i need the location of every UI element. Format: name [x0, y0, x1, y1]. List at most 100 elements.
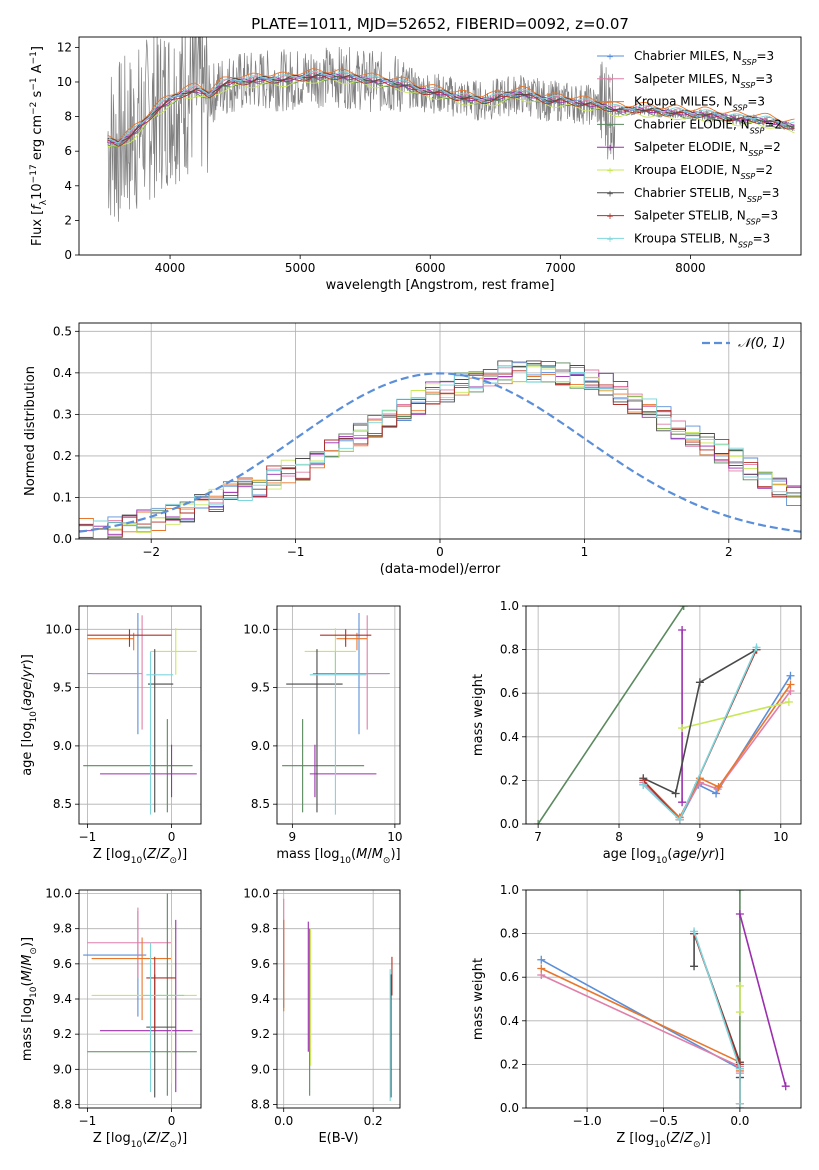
label-part: /: [20, 965, 35, 970]
mass-weight-point: [735, 1064, 744, 1073]
label-part: −1: [29, 77, 39, 90]
y-tick-label: 9.0: [251, 1062, 270, 1076]
y-tick-label: 9.4: [53, 992, 72, 1006]
label-part: age: [20, 682, 35, 706]
panels: 4000 5000 6000 7000 8000024681012wavelength …: [20, 36, 802, 1150]
legend-label: Kroupa MILES, NSSP=3: [634, 95, 765, 113]
legend-label-sub: SSP: [742, 58, 757, 67]
mass-weight-point: [752, 643, 761, 652]
label-part: wavelength [Angstrom, rest frame]: [326, 278, 555, 293]
axes-frame: [525, 889, 802, 1109]
x-tick-label: 0: [168, 830, 176, 844]
y-tick-label: 12: [57, 40, 72, 54]
label-part: /: [680, 1131, 685, 1146]
mass-weight-point: [735, 1008, 744, 1017]
label-part: ⊙: [29, 947, 39, 955]
y-tick-label: 8.5: [53, 797, 72, 811]
x-tick-label: 4000: [155, 261, 186, 275]
label-part: s: [30, 90, 45, 101]
label-part: (: [351, 847, 356, 862]
label-part: /: [156, 1131, 161, 1146]
plot-area: [79, 323, 801, 539]
legend-label-sub: SSP: [747, 194, 762, 203]
legend-marker-plus: +: [606, 235, 614, 245]
y-tick-label: 0.8: [500, 643, 519, 657]
axes-frame: [78, 322, 802, 540]
mass-weight-point: [534, 820, 543, 824]
x-tick-label: 1: [581, 545, 589, 559]
mass-weight-point: [675, 815, 684, 824]
label-part: (: [667, 847, 672, 862]
label-part: Z [log: [93, 847, 131, 862]
spectrum-data-line: [107, 37, 795, 222]
mass-weight-point: [786, 680, 795, 689]
spectrum-legend: + Chabrier MILES, NSSP=3+ Salpeter MILES, …: [597, 49, 782, 249]
label-part: Normed distribution: [23, 366, 38, 496]
label-part: f: [30, 203, 45, 210]
label-part: yr: [700, 847, 716, 862]
legend-label: Salpeter STELIB, NSSP=3: [634, 209, 778, 227]
chart-residuals: −2 −1 0 1 2 0.0 0.1 0.2 0.3 0.4 0.5 (data-model)/er…: [23, 322, 802, 577]
label-part: )]: [177, 847, 187, 862]
legend-label-sub: SSP: [733, 103, 748, 112]
label-part: Z: [683, 1131, 694, 1146]
y-tick-label: 2: [64, 213, 72, 227]
mass-weight-line: [540, 967, 741, 1071]
mass-weight-point: [678, 625, 687, 634]
legend-label: Kroupa ELODIE, NSSP=2: [634, 163, 773, 181]
y-tick-label: 9.8: [251, 922, 270, 936]
spectrum-model-line: [107, 68, 795, 141]
legend-marker-plus: +: [606, 98, 614, 108]
mass-weight-point: [735, 981, 744, 990]
legend-label: Chabrier MILES, NSSP=3: [634, 49, 774, 67]
x-tick-label: 0.0: [730, 1114, 749, 1128]
mass-weight-point: [714, 782, 723, 791]
y-tick-label: 9.0: [53, 1062, 72, 1076]
mass-weight-point: [735, 909, 744, 918]
legend-marker-plus: +: [606, 75, 614, 85]
y-tick-label: 8.8: [53, 1097, 72, 1111]
x-tick-label: 2: [725, 545, 733, 559]
label-part: Z: [160, 847, 171, 862]
y-tick-label: 8.8: [251, 1097, 270, 1111]
legend-label-sub: SSP: [748, 149, 763, 158]
legend-marker-plus: +: [606, 167, 614, 177]
legend-label-name: Chabrier MILES, N: [634, 49, 742, 63]
label-part: age [log: [20, 723, 35, 776]
y-axis-label: Flux [fλ10−17 erg cm−2 s−1 A−1]: [29, 46, 49, 246]
y-tick-label: 0.6: [500, 970, 519, 984]
y-tick-label: 10.0: [243, 622, 270, 636]
y-tick-label: 0.2: [500, 773, 519, 787]
x-tick-label: −1: [287, 545, 305, 559]
label-part: )]: [714, 847, 724, 862]
legend-marker-plus: +: [606, 53, 614, 63]
axes-frame: [276, 889, 401, 1109]
x-tick-label: 5000: [285, 261, 316, 275]
legend-label: Salpeter MILES, NSSP=3: [634, 72, 773, 90]
label-part: M: [20, 970, 35, 981]
legend-label-name: Salpeter MILES, N: [634, 72, 741, 86]
mass-weight-point: [735, 890, 744, 894]
mass-weight-point: [695, 678, 704, 687]
x-tick-label: 6000: [415, 261, 446, 275]
mass-weight-point: [786, 671, 795, 680]
mass-weight-point: [678, 724, 687, 733]
legend-label-sub: SSP: [738, 240, 753, 249]
mass-weight-line: [693, 931, 741, 1104]
label-part: A: [30, 64, 45, 77]
x-tick-label: 0.2: [364, 1114, 383, 1128]
x-tick-label: 7000: [545, 261, 576, 275]
y-tick-label: 8.5: [251, 797, 270, 811]
chart-mass_vs_Z: −1 08.89.09.29.49.69.810.0Z [log10(Z/Z⊙)]…: [20, 887, 202, 1150]
label-part: Z [log: [616, 1131, 654, 1146]
label-part: mass [log: [20, 998, 35, 1061]
y-tick-label: 0.8: [500, 927, 519, 941]
legend-label-count: =3: [762, 186, 780, 200]
y-tick-label: 4: [64, 179, 72, 193]
label-part: −17: [29, 164, 39, 183]
y-tick-label: 1.0: [500, 883, 519, 897]
y-tick-label: 9.6: [53, 957, 72, 971]
label-part: )]: [177, 1131, 187, 1146]
